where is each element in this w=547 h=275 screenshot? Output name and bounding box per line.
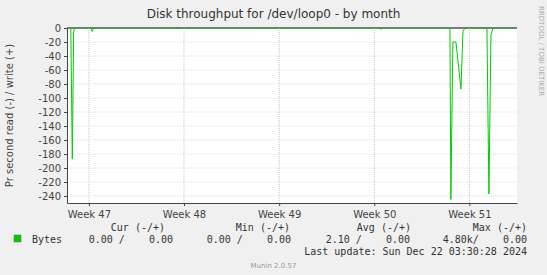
y-axis-title: Pr second read (-) / write (+) (4, 44, 15, 187)
y-tick-label: -60 (45, 65, 61, 76)
y-grid-line (67, 168, 517, 169)
y-grid-line (67, 42, 517, 43)
last-update: Last update: Sun Dec 22 03:30:28 2024 (304, 246, 527, 257)
x-tick-mark (374, 203, 375, 206)
y-tick: -60 (45, 65, 67, 76)
y-tick: -220 (38, 177, 67, 188)
x-axis: Week 47 Week 48 Week 49 Week 50 Week 51 (68, 203, 518, 220)
y-tick-label: -140 (38, 121, 61, 132)
summary-cell: 2.10 / 0.00 (326, 234, 410, 245)
summary-header: Max (-/+) (473, 222, 527, 233)
y-tick: -80 (45, 79, 67, 90)
summary-header: Min (-/+) (236, 222, 290, 233)
y-tick-mark (64, 196, 67, 197)
x-tick-label: Week 47 (68, 209, 111, 220)
y-tick-label: -100 (38, 93, 61, 104)
background (0, 0, 547, 275)
x-grid-line (184, 28, 185, 203)
x-tick-label: Week 48 (163, 209, 206, 220)
y-axis: 0 -20 -40 -60 -80 -100 -120 -140 -160 -180 -200 -22… (38, 23, 67, 204)
summary-cell: 4.80k/ 0.00 (443, 234, 527, 245)
x-tick: Week 49 (258, 203, 301, 220)
x-tick-mark (279, 203, 280, 206)
y-tick-label: -40 (45, 51, 61, 62)
y-tick-mark (64, 28, 67, 29)
y-grid-line (67, 126, 517, 127)
x-grid-line (374, 28, 375, 203)
y-tick-label: -180 (38, 149, 61, 160)
y-tick-label: -160 (38, 135, 61, 146)
legend-entry: Bytes (32, 234, 62, 245)
x-tick: Week 50 (353, 203, 396, 220)
y-tick-mark (64, 98, 67, 99)
x-grid-line (88, 28, 89, 203)
summary-header: Avg (-/+) (357, 222, 411, 233)
y-tick: -40 (45, 51, 67, 62)
y-grid-line (67, 112, 517, 113)
chart: Week 47 Week 48 Week 49 Week 50 Week 51 0 -20 -… (0, 0, 547, 275)
y-tick: -180 (38, 149, 67, 160)
y-grid-line (67, 84, 517, 85)
y-tick: -240 (38, 191, 67, 202)
y-tick: -140 (38, 121, 67, 132)
x-grid-line (279, 28, 280, 203)
x-tick: Week 47 (68, 203, 111, 220)
y-tick-mark (64, 84, 67, 85)
y-grid-line (67, 182, 517, 183)
y-grid-line (67, 56, 517, 57)
y-tick: 0 (55, 23, 67, 34)
y-tick-mark (64, 56, 67, 57)
y-tick-label: -120 (38, 107, 61, 118)
y-tick: -200 (38, 163, 67, 174)
x-tick: Week 48 (163, 203, 206, 220)
marks (68, 28, 516, 200)
x-axis-line (68, 203, 518, 204)
y-tick: -160 (38, 135, 67, 146)
summary-header: Cur (-/+) (111, 222, 165, 233)
x-grid-line (469, 28, 470, 203)
y-axis-line (67, 29, 68, 204)
y-tick-mark (64, 70, 67, 71)
title: Disk throughput for /dev/loop0 - by mont… (147, 7, 401, 21)
summary-cell: 0.00 / 0.00 (89, 234, 173, 245)
watermark: RRDTOOL / TOBI OETIKER (537, 6, 545, 96)
x-tick-label: Week 49 (258, 209, 301, 220)
y-grid-line (67, 70, 517, 71)
plot-area (67, 28, 517, 203)
y-grid-line (67, 140, 517, 141)
y-grid-line (67, 98, 517, 99)
y-grid-line (67, 154, 517, 155)
x-tick-mark (469, 203, 470, 206)
credit: Munin 2.0.57 (251, 262, 297, 270)
legend-swatch (14, 235, 21, 242)
y-tick-mark (64, 140, 67, 141)
y-tick-mark (64, 182, 67, 183)
x-tick-mark (184, 203, 185, 206)
y-tick-mark (64, 112, 67, 113)
x-tick-label: Week 50 (353, 209, 396, 220)
y-tick-mark (64, 168, 67, 169)
y-tick: -120 (38, 107, 67, 118)
y-tick-mark (64, 154, 67, 155)
y-tick-label: -220 (38, 177, 61, 188)
y-tick-label: 0 (55, 23, 61, 34)
summary-cell: 0.00 / 0.00 (207, 234, 291, 245)
y-tick-label: -240 (38, 191, 61, 202)
y-tick-mark (64, 126, 67, 127)
x-tick-mark (89, 203, 90, 206)
x-tick-label: Week 51 (448, 209, 491, 220)
y-tick: -20 (45, 37, 67, 48)
y-tick-label: -80 (45, 79, 61, 90)
y-grid-line (67, 196, 517, 197)
y-tick-mark (64, 42, 67, 43)
series-line (68, 28, 516, 200)
x-tick: Week 51 (448, 203, 491, 220)
y-tick-label: -20 (45, 37, 61, 48)
y-tick-label: -200 (38, 163, 61, 174)
y-tick: -100 (38, 93, 67, 104)
grid (67, 28, 517, 203)
